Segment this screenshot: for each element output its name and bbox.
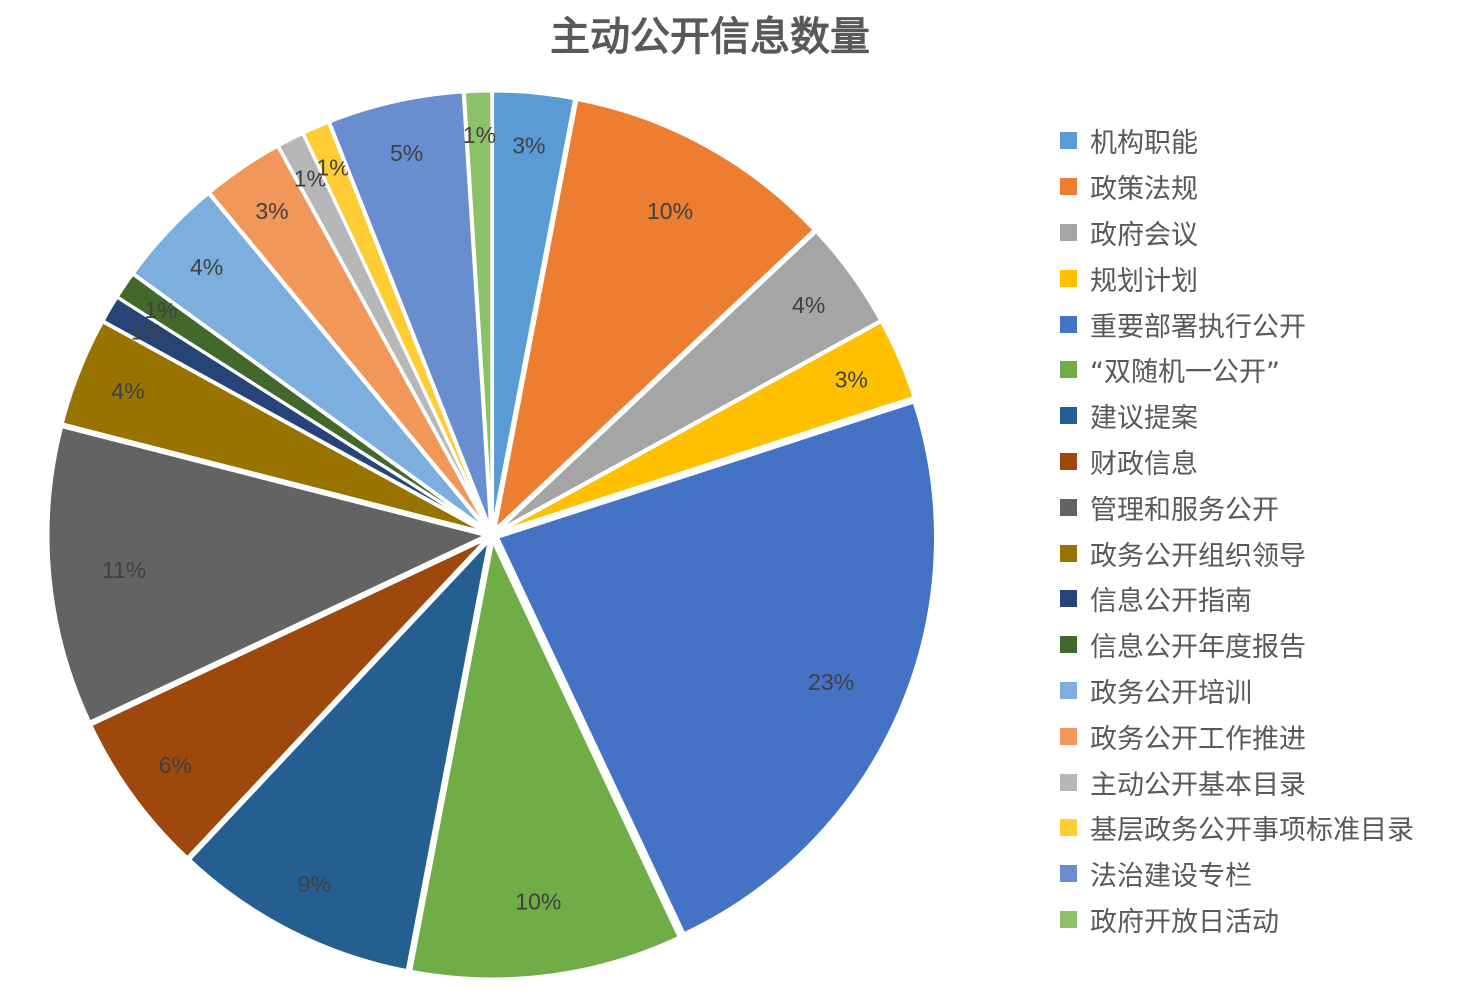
legend-item: 重要部署执行公开 [1060,301,1414,347]
legend-item: 政策法规 [1060,164,1414,210]
legend-label: 规划计划 [1090,265,1198,297]
data-label: 3% [512,132,545,158]
legend-item: 政府会议 [1060,210,1414,256]
legend-swatch [1060,865,1077,883]
legend-item: 信息公开年度报告 [1060,622,1414,668]
legend-item: 政务公开组织领导 [1060,530,1414,576]
legend-label: 信息公开指南 [1090,586,1252,618]
pie-slice [492,97,817,534]
legend-label: 法治建设专栏 [1090,861,1252,893]
data-label: 6% [159,752,192,778]
legend-label: 政务公开工作推进 [1090,723,1306,755]
legend: 机构职能政策法规政府会议规划计划重要部署执行公开 “双随机一公开” 建议提案财政信息… [1060,118,1414,942]
legend-label: 主动公开基本目录 [1090,769,1306,801]
legend-item: 信息公开指南 [1060,576,1414,622]
legend-item: 主动公开基本目录 [1060,759,1414,805]
legend-label: “双随机一公开” [1090,357,1280,389]
legend-item: 规划计划 [1060,255,1414,301]
chart-title: 主动公开信息数量 [550,13,870,60]
data-label: 9% [298,871,331,897]
legend-label: 政务公开培训 [1090,677,1252,709]
legend-label: 管理和服务公开 [1090,494,1279,526]
legend-item: 政务公开培训 [1060,668,1414,714]
data-label: 4% [792,292,825,318]
legend-swatch [1060,223,1077,241]
legend-label: 信息公开年度报告 [1090,632,1306,664]
legend-label: 财政信息 [1090,448,1198,480]
legend-swatch [1060,681,1077,699]
legend-label: 基层政务公开事项标准目录 [1090,815,1414,847]
legend-swatch [1060,590,1077,608]
pie-chart: 3%10%4%3%23%10%9%6%11%4%1%1%4%3%1%1%5%1% [46,89,938,981]
legend-swatch [1060,819,1077,837]
legend-swatch [1060,498,1077,516]
pie-slice [496,319,916,535]
legend-swatch [1060,636,1077,654]
legend-label: 重要部署执行公开 [1090,311,1306,343]
data-label: 5% [390,140,423,166]
legend-item: 法治建设专栏 [1060,851,1414,897]
legend-swatch [1060,178,1077,196]
pie-slice [88,537,489,860]
data-label: 3% [255,198,288,224]
legend-label: 政府开放日活动 [1090,906,1279,938]
legend-swatch [1060,727,1077,745]
legend-label: 机构职能 [1090,128,1198,160]
pie-slice [462,89,494,530]
legend-label: 政府会议 [1090,219,1198,251]
legend-label: 政策法规 [1090,174,1198,206]
data-label: 11% [102,557,146,583]
legend-swatch [1060,269,1077,287]
legend-item: 建议提案 [1060,393,1414,439]
legend-item: 管理和服务公开 [1060,484,1414,530]
data-label: 10% [647,198,693,224]
data-label: 4% [111,378,144,404]
data-label: 4% [190,254,223,280]
legend-swatch [1060,315,1077,333]
pie-slice [408,536,682,981]
legend-item: 政务公开工作推进 [1060,713,1414,759]
legend-swatch [1060,773,1077,791]
legend-swatch [1060,910,1077,928]
legend-item: 政府开放日活动 [1060,897,1414,943]
legend-swatch [1060,452,1077,470]
data-label: 10% [515,889,561,915]
legend-item: 财政信息 [1060,439,1414,485]
pie-slice [46,424,491,725]
data-label: 23% [808,669,854,695]
pie-slice [495,400,938,936]
legend-swatch [1060,361,1077,379]
data-label: 3% [835,367,868,393]
legend-item: “双随机一公开” [1060,347,1414,393]
data-label: 1% [463,122,496,148]
legend-swatch [1060,407,1077,425]
legend-label: 政务公开组织领导 [1090,540,1306,572]
legend-item: 机构职能 [1060,118,1414,164]
legend-swatch [1060,132,1077,150]
legend-label: 建议提案 [1090,403,1198,435]
legend-item: 基层政务公开事项标准目录 [1060,805,1414,851]
pie-slice [187,535,492,973]
legend-swatch [1060,544,1077,562]
